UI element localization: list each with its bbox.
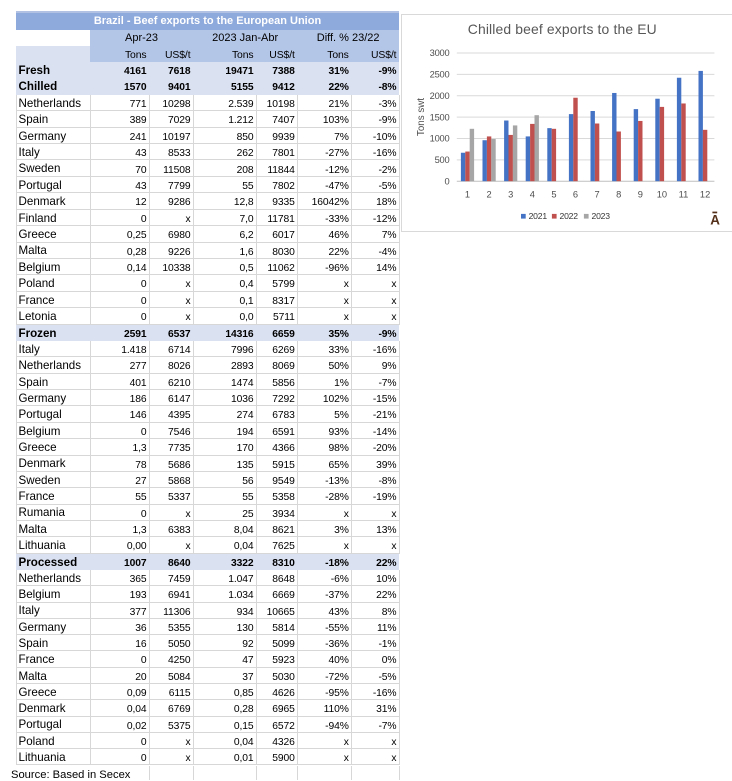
svg-text:2022: 2022 bbox=[560, 211, 579, 221]
svg-text:6: 6 bbox=[573, 190, 578, 200]
svg-text:8: 8 bbox=[616, 190, 621, 200]
svg-text:Chilled beef exports to the EU: Chilled beef exports to the EU bbox=[468, 21, 657, 37]
svg-text:2000: 2000 bbox=[430, 91, 450, 101]
svg-text:9: 9 bbox=[638, 190, 643, 200]
svg-text:2023: 2023 bbox=[592, 211, 611, 221]
svg-text:11: 11 bbox=[679, 190, 689, 200]
svg-text:12: 12 bbox=[700, 190, 710, 200]
svg-text:1000: 1000 bbox=[430, 134, 450, 144]
svg-text:1500: 1500 bbox=[430, 112, 450, 122]
svg-text:3000: 3000 bbox=[430, 48, 450, 58]
svg-text:5: 5 bbox=[551, 190, 556, 200]
svg-text:1: 1 bbox=[465, 190, 470, 200]
svg-text:3: 3 bbox=[508, 190, 513, 200]
svg-text:A: A bbox=[710, 213, 720, 228]
svg-text:4: 4 bbox=[530, 190, 535, 200]
svg-text:0: 0 bbox=[445, 176, 450, 186]
svg-text:2021: 2021 bbox=[529, 211, 548, 221]
svg-text:Tons swt: Tons swt bbox=[416, 98, 427, 136]
svg-text:500: 500 bbox=[435, 155, 450, 165]
svg-text:2: 2 bbox=[487, 190, 492, 200]
svg-text:2500: 2500 bbox=[430, 70, 450, 80]
svg-text:10: 10 bbox=[657, 190, 667, 200]
svg-text:7: 7 bbox=[595, 190, 600, 200]
